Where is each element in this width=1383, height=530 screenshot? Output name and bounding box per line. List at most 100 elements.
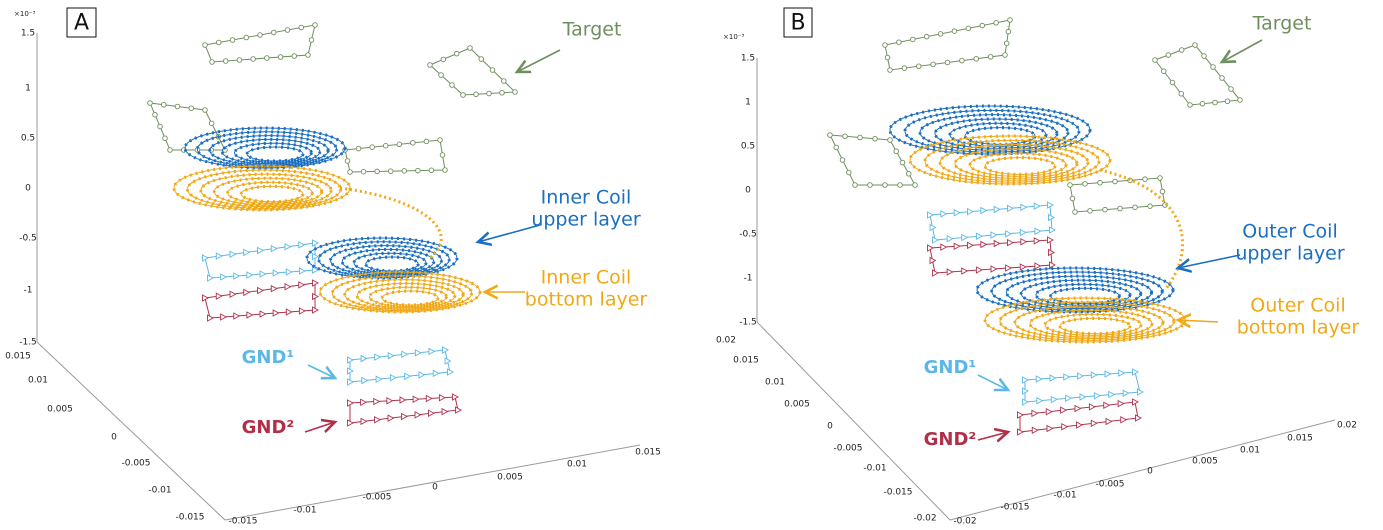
loop-marker (1048, 213, 1055, 222)
loop-marker (867, 182, 873, 188)
loop-marker (347, 367, 354, 375)
loop-marker (1112, 178, 1118, 185)
loop-marker (1093, 391, 1101, 400)
loop-marker (259, 270, 267, 278)
loop-marker (233, 272, 241, 280)
loop-marker (243, 248, 251, 257)
loop-marker (298, 307, 306, 315)
y-tick-label: 0.01 (28, 376, 48, 386)
loop-marker (401, 168, 408, 174)
loop-marker (257, 32, 263, 38)
y-tick-label: -0.01 (148, 486, 171, 496)
loop-marker (1087, 208, 1093, 214)
loop-marker (344, 158, 351, 164)
loop-marker (946, 268, 954, 276)
loop-marker (961, 233, 969, 242)
coil-markers (317, 240, 451, 279)
loop-marker (839, 157, 846, 163)
loop-marker (1061, 422, 1069, 431)
loop-marker (444, 357, 452, 365)
y-tick-label: 0.01 (765, 378, 785, 388)
y-tick-label: 0.005 (784, 400, 810, 410)
loop-marker (243, 34, 249, 41)
loop-marker (961, 267, 969, 275)
loop-marker (899, 159, 906, 166)
loop-marker (980, 240, 988, 249)
loop-marker (298, 267, 306, 275)
loop-marker (499, 89, 505, 96)
loop-marker (893, 148, 900, 154)
loop-marker (1187, 102, 1193, 108)
loop-marker (912, 182, 918, 188)
loop-marker (846, 169, 852, 176)
annotation: Outer Coil (1250, 295, 1345, 317)
loop-marker (414, 349, 422, 357)
loop-marker (442, 346, 449, 354)
loop-marker (478, 56, 485, 62)
x-tick-label: -0.01 (293, 506, 316, 516)
coil-markers (355, 281, 457, 310)
loop-marker (188, 105, 194, 111)
loop-marker (427, 62, 433, 68)
loop-marker (1045, 407, 1053, 416)
loop-marker (979, 22, 985, 29)
coil-markers (1019, 278, 1143, 309)
loop-marker (967, 207, 974, 216)
loop-marker (1065, 394, 1073, 403)
loop-marker (1224, 98, 1231, 104)
loop-marker (215, 39, 222, 46)
loop-marker (1199, 100, 1206, 107)
loop-marker (387, 414, 395, 422)
loop-marker (937, 31, 944, 37)
loop-marker (246, 311, 254, 319)
loop-marker (236, 57, 243, 63)
z-tick-label: 1 (25, 84, 31, 94)
loop-marker (202, 42, 208, 48)
loop-marker (993, 239, 1001, 248)
loop-marker (157, 123, 163, 130)
coil-markers (220, 137, 322, 166)
loop-marker (404, 372, 412, 381)
x-tick-label: 0.01 (567, 460, 587, 470)
loop-marker (285, 268, 293, 276)
loop-marker (452, 393, 459, 401)
loop-marker (401, 412, 408, 421)
y-tick-label: -0.015 (883, 488, 912, 498)
loop-marker (415, 167, 421, 174)
loop-marker (374, 415, 381, 424)
x-tick-label: 0 (1147, 467, 1153, 477)
y-tick-label: 0.02 (716, 336, 736, 346)
loop-marker (1132, 398, 1139, 406)
loop-marker (1201, 53, 1207, 59)
loop-marker (1097, 179, 1103, 186)
coil-markers (953, 147, 1079, 180)
loop-marker (1147, 203, 1153, 209)
coil-markers (340, 247, 436, 276)
loop-marker (512, 89, 518, 95)
loop-marker (312, 252, 319, 261)
loop-marker (1210, 64, 1216, 70)
loop-marker (887, 137, 893, 143)
annotation-arrow (307, 364, 335, 378)
loop-marker (399, 396, 407, 404)
loop-marker (1063, 373, 1071, 381)
ground-label: GND² (242, 417, 295, 438)
loop-marker (386, 396, 394, 405)
loop-marker (975, 266, 983, 274)
loop-marker (882, 42, 888, 48)
loop-marker (440, 56, 447, 63)
coil-markers (352, 251, 428, 274)
loop-marker (1118, 369, 1126, 377)
loop-marker (896, 39, 902, 45)
loop-marker (428, 409, 435, 418)
loop-marker (1105, 417, 1113, 426)
loop-marker (277, 54, 284, 60)
loop-marker (284, 27, 291, 33)
coil-markers (199, 172, 333, 209)
z-tick-label: 1.5 (21, 29, 35, 39)
loop-marker (1132, 204, 1138, 211)
axis-line (949, 419, 1336, 521)
loop-marker (901, 65, 908, 71)
loop-marker (1090, 419, 1098, 428)
annotation: upper layer (1235, 243, 1345, 265)
